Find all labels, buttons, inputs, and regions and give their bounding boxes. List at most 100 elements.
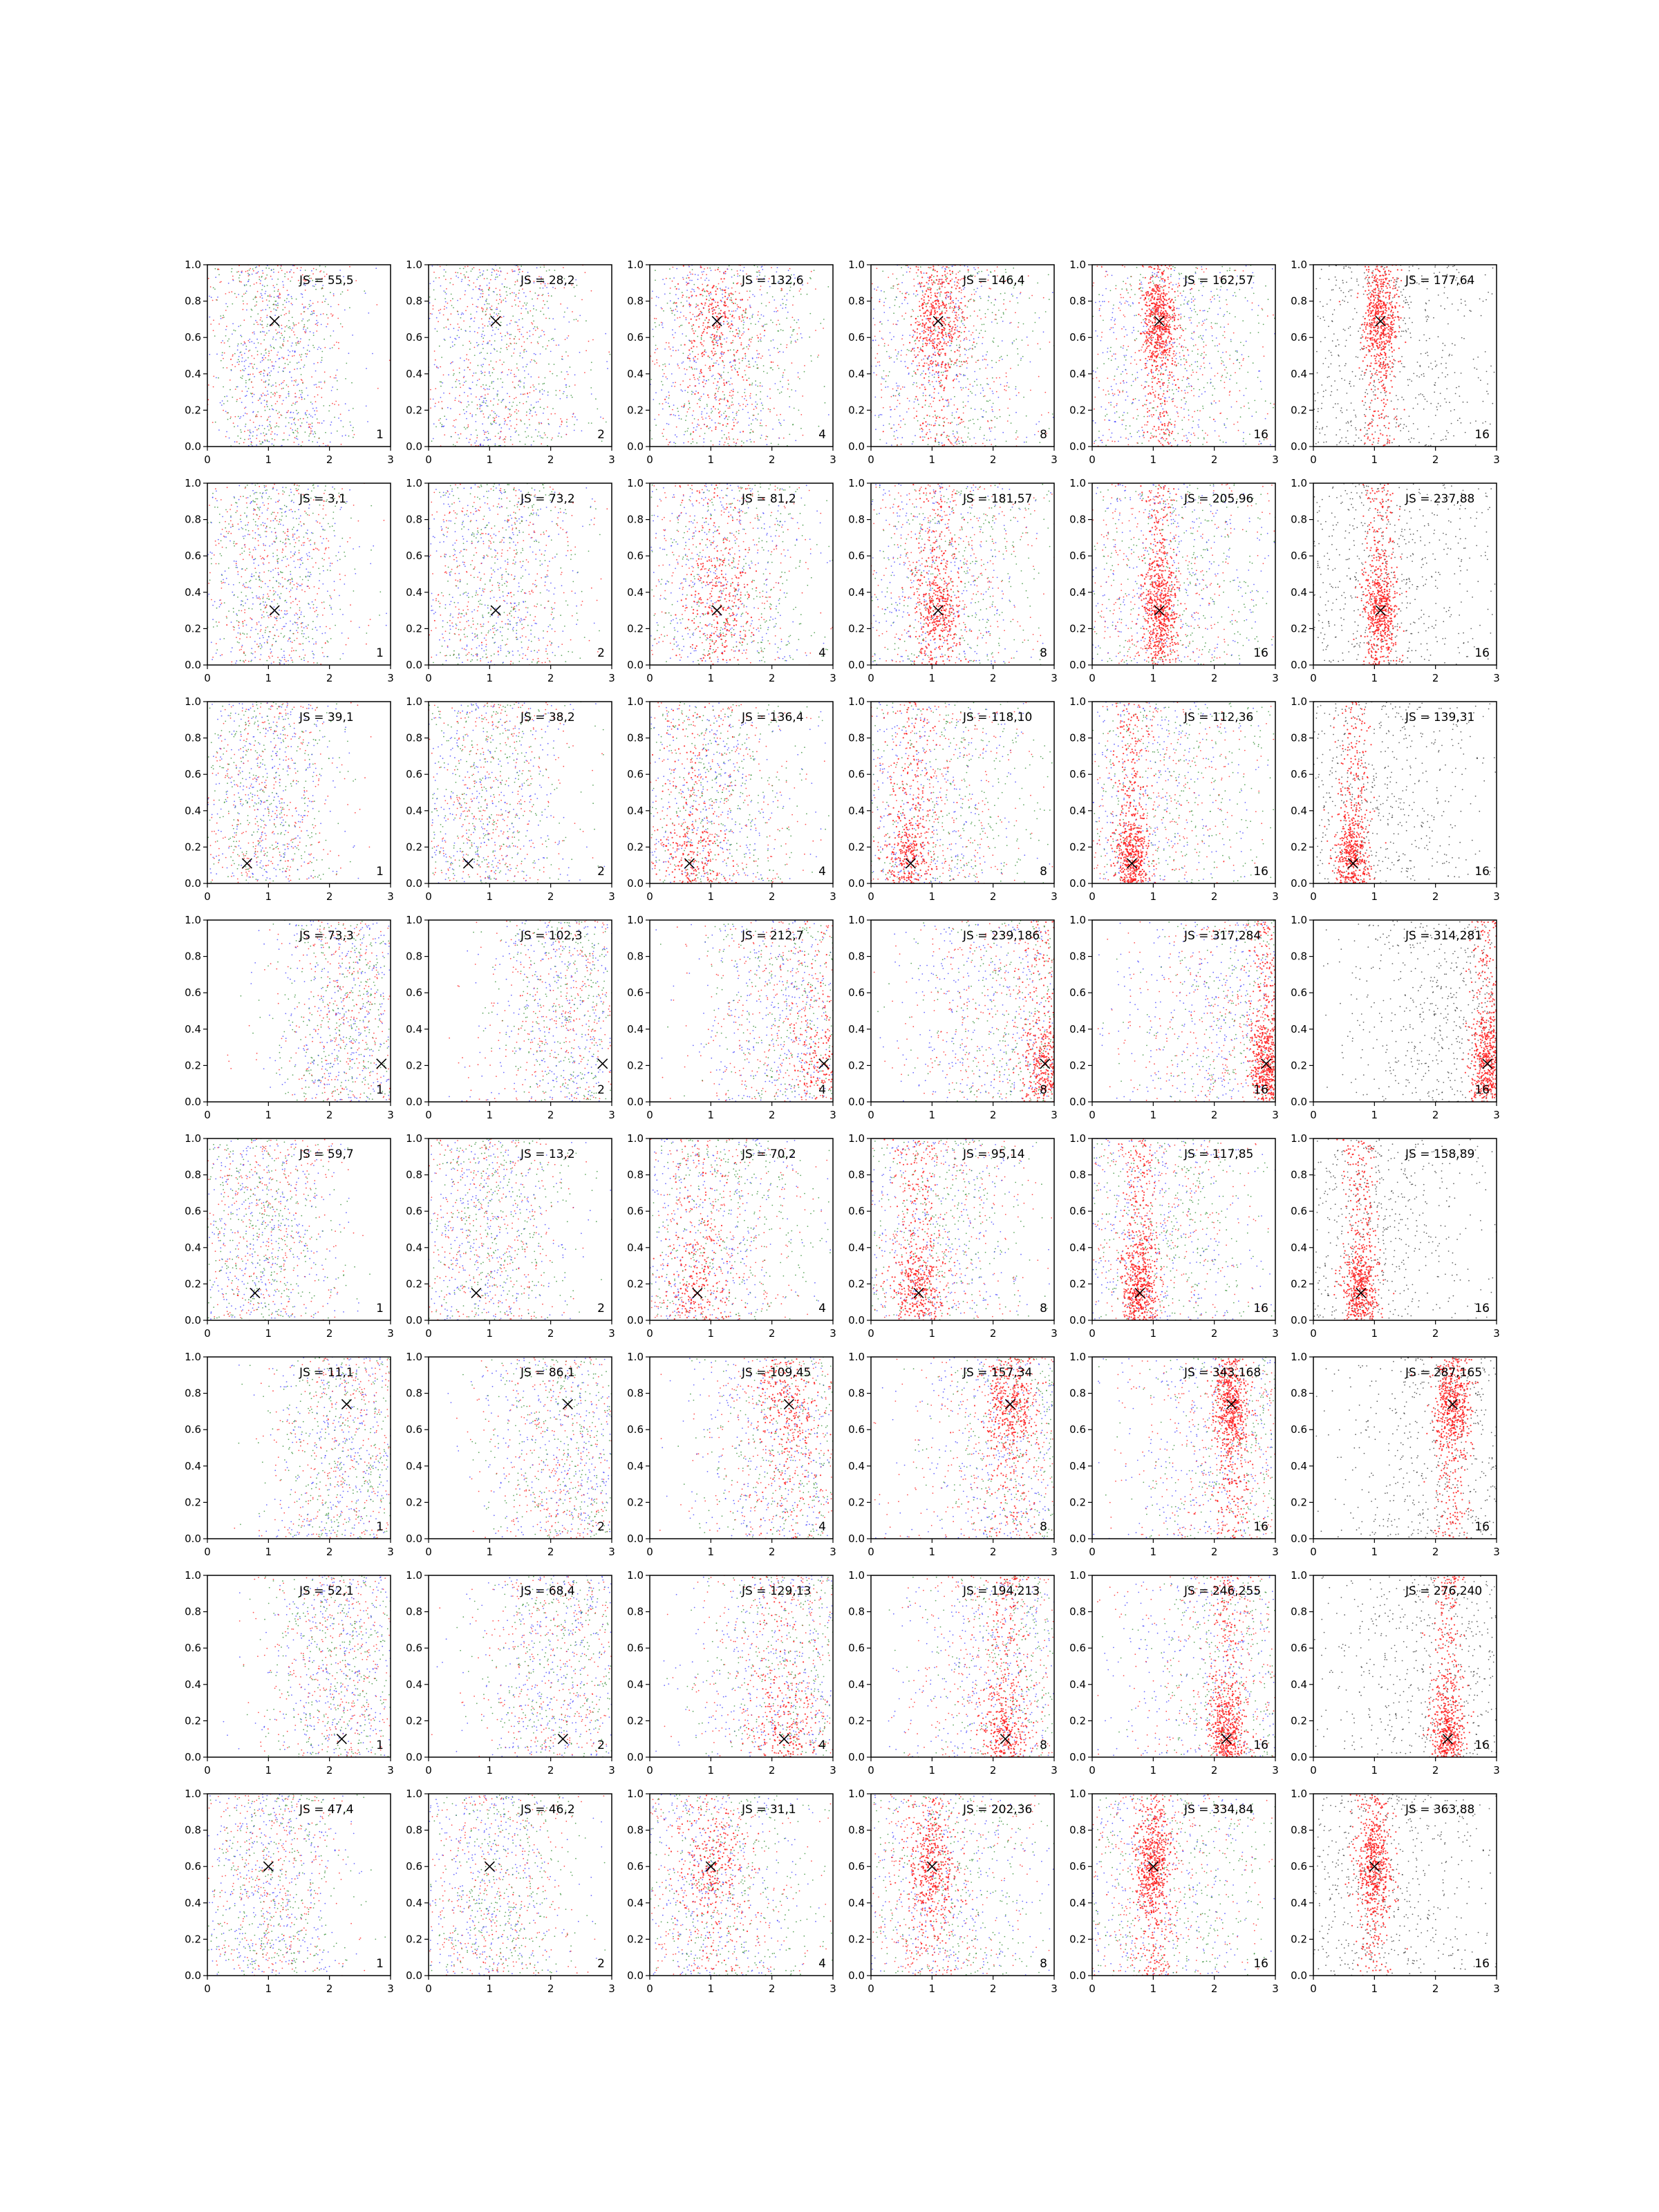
point (531, 322, 532, 324)
point (659, 366, 660, 367)
point (927, 288, 928, 290)
point (863, 397, 865, 399)
point (312, 408, 314, 409)
point (929, 373, 930, 374)
point (1053, 417, 1054, 418)
point (246, 346, 247, 347)
point (203, 443, 205, 444)
point (753, 431, 754, 433)
point (301, 293, 302, 294)
point (793, 329, 794, 330)
point (687, 386, 688, 388)
point (930, 267, 932, 268)
point (938, 444, 939, 445)
point (676, 288, 677, 290)
point (711, 350, 713, 352)
point (299, 390, 301, 391)
point (457, 300, 458, 301)
point (1037, 283, 1038, 284)
point (319, 347, 320, 348)
point (800, 333, 802, 335)
point (939, 295, 941, 297)
point (717, 345, 718, 346)
point (777, 310, 778, 312)
point (954, 435, 955, 437)
point (263, 382, 265, 383)
point (639, 279, 640, 280)
point (294, 418, 295, 419)
point (931, 274, 932, 276)
point (443, 290, 444, 292)
point (841, 442, 843, 444)
point (499, 290, 500, 291)
point (671, 373, 673, 375)
point (729, 438, 730, 440)
point (485, 359, 487, 360)
point (932, 366, 933, 368)
point (977, 288, 978, 289)
point (309, 350, 310, 352)
point (487, 326, 489, 327)
point (461, 402, 462, 404)
point (922, 422, 924, 424)
point (460, 387, 461, 388)
point (950, 345, 951, 346)
point (270, 294, 271, 296)
point (480, 444, 481, 446)
point (711, 420, 713, 421)
point (243, 415, 244, 417)
point (856, 419, 857, 420)
point (724, 313, 726, 315)
point (292, 355, 293, 357)
point (433, 438, 434, 440)
point (711, 409, 712, 410)
point (696, 303, 697, 305)
point (897, 358, 898, 359)
point (928, 380, 930, 382)
point (762, 269, 763, 270)
point (684, 368, 685, 370)
point (254, 331, 255, 332)
point (516, 405, 518, 406)
point (538, 423, 540, 424)
point (1052, 413, 1053, 415)
point (514, 292, 515, 294)
point (319, 271, 321, 272)
point (924, 362, 926, 364)
point (792, 330, 794, 332)
point (752, 357, 753, 359)
point (711, 304, 712, 306)
point (572, 413, 574, 415)
point (760, 337, 762, 339)
point (533, 328, 534, 330)
point (577, 419, 578, 420)
point (291, 377, 292, 378)
point (262, 297, 263, 299)
point (261, 395, 263, 397)
point (944, 287, 946, 288)
point (395, 306, 396, 308)
point (731, 276, 733, 278)
point (757, 335, 758, 337)
point (729, 325, 731, 326)
point (664, 348, 666, 350)
point (983, 390, 984, 391)
point (235, 330, 236, 332)
point (919, 337, 921, 339)
point (708, 310, 709, 311)
point (515, 296, 516, 297)
point (928, 287, 929, 288)
point (511, 370, 512, 371)
point (836, 356, 837, 357)
point (883, 431, 884, 433)
point (901, 338, 903, 339)
point (500, 352, 501, 353)
point (938, 393, 939, 394)
point (458, 327, 460, 328)
y-tick-label: 0.4 (627, 368, 644, 380)
point (299, 343, 300, 344)
point (949, 326, 950, 327)
point (619, 315, 620, 317)
point (1000, 357, 1001, 359)
point (478, 299, 479, 300)
